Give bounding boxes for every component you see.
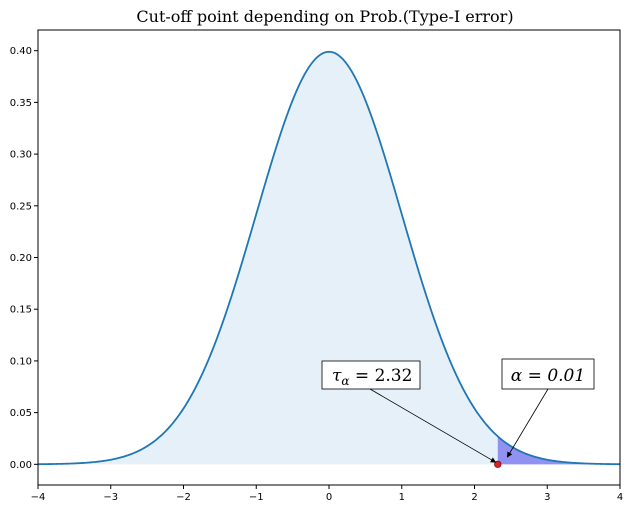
y-tick-label: 0.15: [10, 305, 32, 316]
x-tick-label: −1: [249, 492, 264, 503]
area-fill: [38, 51, 620, 465]
x-tick-label: 4: [617, 492, 623, 503]
y-tick-label: 0.35: [10, 98, 32, 109]
y-tick-label: 0.25: [10, 201, 32, 212]
rejection-region: [497, 436, 620, 465]
y-tick-label: 0.10: [10, 356, 32, 367]
series-line: [37, 50, 621, 466]
x-tick-label: −3: [103, 492, 118, 503]
plot-area: [37, 50, 621, 468]
y-tick-label: 0.05: [10, 408, 32, 419]
annotation-arrow: [369, 388, 497, 463]
x-tick-label: 2: [471, 492, 477, 503]
annotation-arrow: [506, 388, 549, 458]
annotation-label: α = 0.01: [511, 366, 585, 386]
annotation-box: [321, 360, 421, 390]
x-tick-label: 0: [326, 492, 332, 503]
chart-title: Cut-off point depending on Prob.(Type-I …: [136, 7, 513, 26]
x-axis: −4 −3 −2 −1 0 1 2 3 4: [31, 485, 623, 503]
y-axis: 0.00 0.05 0.10 0.15 0.20 0.25 0.30 0.35 0.40: [10, 46, 38, 471]
x-tick-label: 1: [399, 492, 405, 503]
x-tick-label: −2: [176, 492, 191, 503]
y-tick-label: 0.00: [10, 460, 32, 471]
cutoff-point: [494, 460, 502, 468]
annotation-label: τα = 2.32: [332, 366, 412, 388]
y-tick-label: 0.40: [10, 46, 32, 57]
x-tick-label: −4: [31, 492, 46, 503]
x-tick-label: 3: [544, 492, 550, 503]
annotation-box: [501, 358, 595, 390]
y-tick-label: 0.30: [10, 150, 32, 161]
annotations: τα = 2.32 α = 0.01: [321, 358, 595, 463]
y-tick-label: 0.20: [10, 253, 32, 264]
